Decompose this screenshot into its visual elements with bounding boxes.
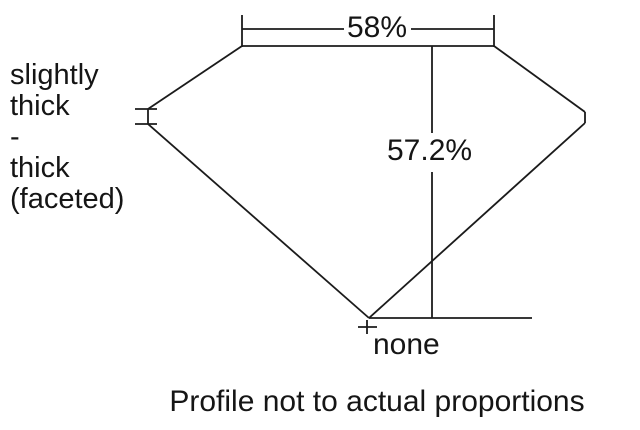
girdle-thickness-label-line: slightly: [10, 59, 99, 91]
girdle-thickness-label-line: (faceted): [10, 183, 125, 215]
pavilion-facet-left-line: [147, 123, 370, 319]
girdle-thickness-label: slightly thick - thick (faceted): [10, 60, 124, 215]
proportions-footnote: Profile not to actual proportions: [169, 385, 585, 418]
table-percent-label: 58%: [346, 11, 408, 44]
culet-label: none: [373, 328, 440, 361]
crown-facet-left-line: [147, 45, 243, 110]
girdle-thickness-label-line: thick: [10, 152, 70, 184]
girdle-thickness-label-line: -: [10, 121, 20, 153]
diagram-lines: [135, 15, 586, 334]
crown-facet-right-line: [493, 45, 586, 113]
pavilion-facet-right-line: [368, 122, 586, 319]
girdle-thickness-label-line: thick: [10, 90, 70, 122]
depth-percent-label: 57.2%: [387, 134, 473, 167]
